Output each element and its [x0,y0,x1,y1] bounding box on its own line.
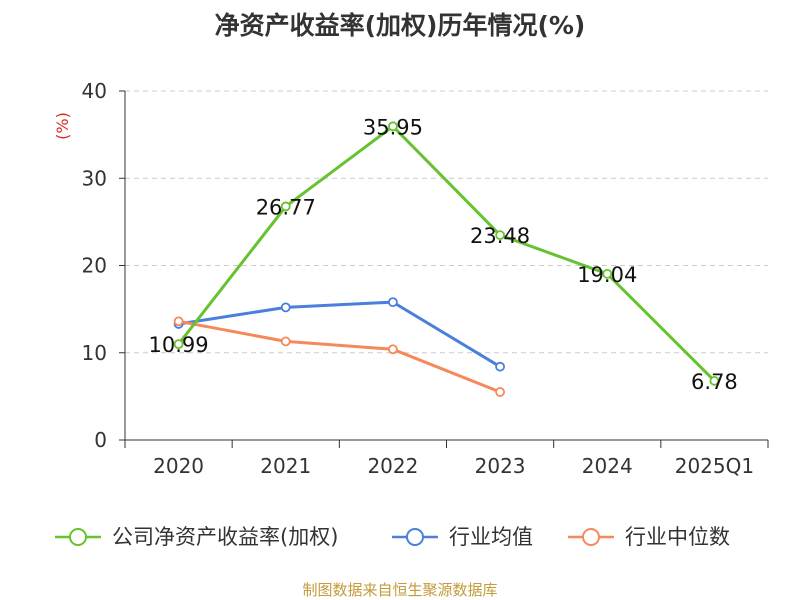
legend: 公司净资产收益率(加权) 行业均值 行业中位数 [55,525,730,549]
legend-label: 行业中位数 [625,525,730,549]
y-tick-labels: 0 10 20 30 40 [82,79,107,452]
data-point [388,344,398,355]
data-point [495,230,505,241]
legend-label: 行业均值 [449,525,533,549]
y-tick-label: 20 [82,254,107,278]
x-tick-label: 2020 [153,454,204,478]
legend-marker [582,528,600,546]
data-point [280,302,291,313]
data-point [280,336,291,347]
data-point [173,316,184,327]
y-tick-label: 30 [82,166,107,190]
data-label: 6.78 [691,370,738,394]
grid-lines [125,90,768,354]
x-tick-label: 2021 [260,454,311,478]
y-tick-label: 40 [82,79,107,103]
series-line-0 [177,124,716,382]
data-label: 10.99 [149,333,209,357]
data-point [388,297,398,308]
y-tick-label: 10 [82,341,107,365]
data-labels: 10.99 26.77 35.95 23.48 19.04 6.78 [149,115,738,394]
legend-marker [69,528,87,546]
series-group [173,121,720,397]
data-point [495,361,505,372]
data-label: 19.04 [577,263,637,287]
x-tick-label: 2023 [475,454,526,478]
data-label: 26.77 [256,195,316,219]
x-tick-label: 2022 [367,454,418,478]
series-line-1 [178,300,501,368]
y-axis-unit-label: (%) [53,112,72,140]
x-tick-label: 2024 [582,454,633,478]
data-point [280,201,291,212]
series-line-2 [178,319,501,394]
data-point [388,121,398,132]
legend-marker [406,528,424,546]
chart-title: 净资产收益率(加权)历年情况(%) [215,11,586,40]
x-tick-label: 2025Q1 [675,454,754,478]
data-point [495,387,505,397]
data-label: 35.95 [363,115,423,139]
data-point [602,268,613,279]
data-label: 23.48 [470,224,530,248]
data-point [173,339,184,350]
axes [119,90,769,448]
source-note: 制图数据来自恒生聚源数据库 [302,581,497,599]
data-point [709,375,720,386]
x-tick-labels: 2020 2021 2022 2023 2024 2025Q1 [153,454,754,478]
legend-label: 公司净资产收益率(加权) [112,525,338,549]
y-tick-label: 0 [94,428,107,452]
